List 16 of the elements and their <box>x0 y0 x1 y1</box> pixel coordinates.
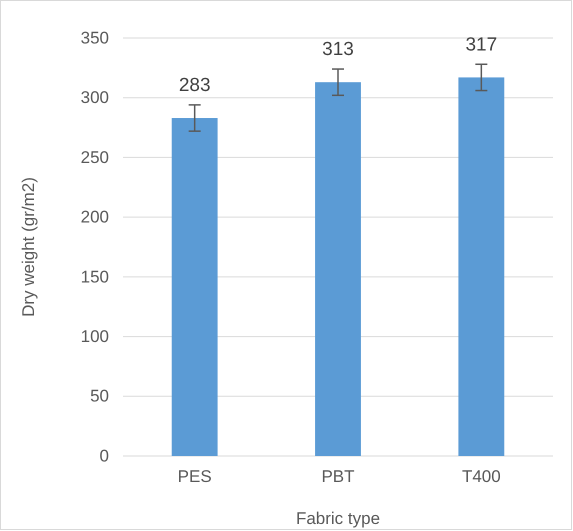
x-tick-label: PES <box>178 467 212 486</box>
data-label: 283 <box>178 75 211 96</box>
y-tick-label: 100 <box>80 327 109 346</box>
data-label: 317 <box>465 34 498 56</box>
y-tick-label: 200 <box>80 208 109 227</box>
y-axis-title: Dry weight (gr/m2) <box>19 177 38 317</box>
data-label: 313 <box>322 39 354 60</box>
x-axis-title: Fabric type <box>296 509 380 528</box>
y-tick-label: 0 <box>100 446 109 466</box>
x-tick-label: PBT <box>321 467 355 486</box>
y-tick-label: 150 <box>80 267 109 286</box>
y-tick-label: 300 <box>80 88 109 108</box>
y-tick-label: 50 <box>90 386 109 406</box>
y-tick-label: 350 <box>80 28 109 48</box>
y-tick-label: 250 <box>80 148 109 167</box>
x-tick-label: T400 <box>462 467 501 486</box>
